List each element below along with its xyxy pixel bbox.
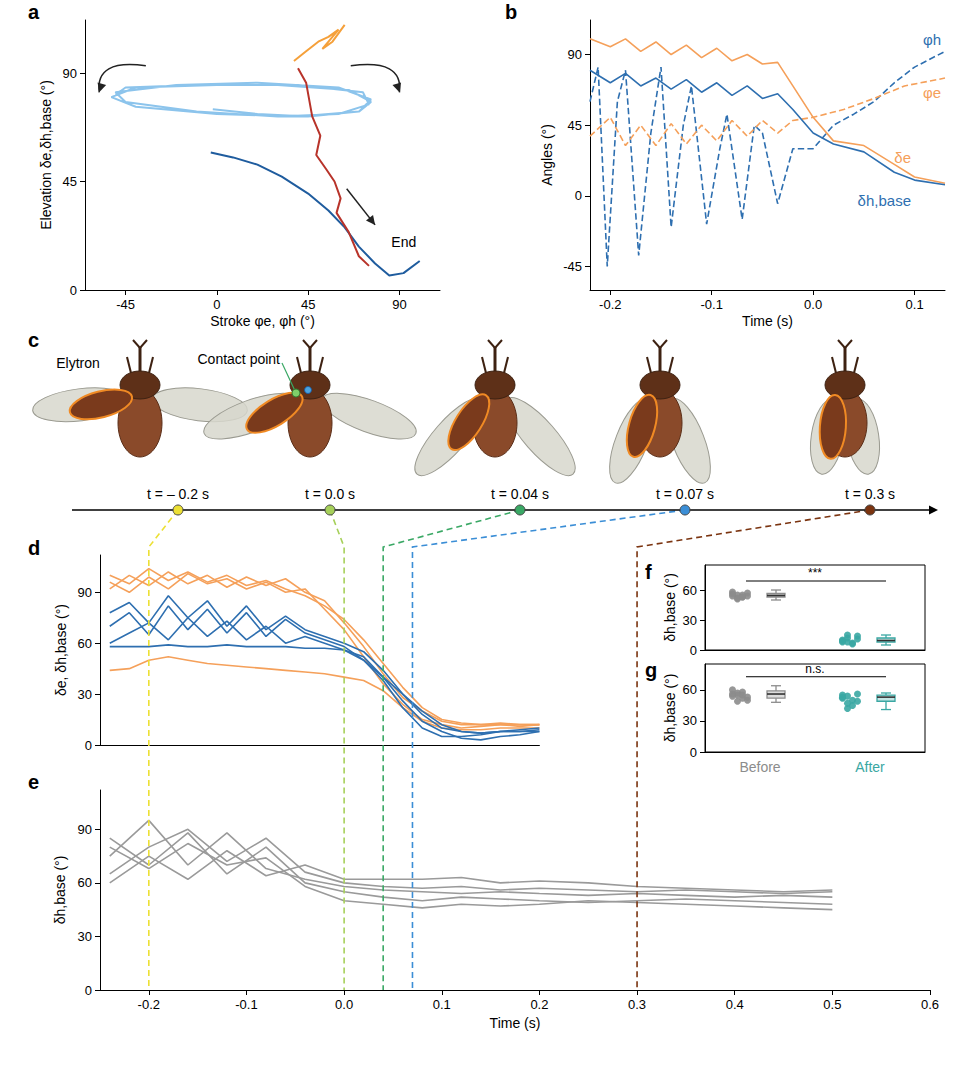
svg-text:0.2: 0.2 — [530, 997, 548, 1012]
svg-text:Elevation δe,δh,base (°): Elevation δe,δh,base (°) — [38, 80, 54, 230]
svg-text:0.6: 0.6 — [921, 997, 939, 1012]
svg-text:δh,base: δh,base — [858, 192, 911, 209]
svg-text:90: 90 — [568, 47, 582, 62]
svg-text:t = 0.04 s: t = 0.04 s — [491, 486, 549, 502]
svg-text:0.1: 0.1 — [906, 297, 924, 312]
svg-text:e: e — [28, 771, 39, 793]
svg-text:***: *** — [808, 566, 822, 580]
svg-text:Time (s): Time (s) — [490, 1015, 541, 1031]
svg-text:t = 0.07 s: t = 0.07 s — [656, 486, 714, 502]
svg-text:Before: Before — [739, 759, 780, 775]
svg-text:45: 45 — [63, 174, 77, 189]
svg-text:30: 30 — [78, 687, 92, 702]
svg-text:90: 90 — [63, 66, 77, 81]
svg-text:0: 0 — [690, 643, 697, 658]
svg-text:Contact point: Contact point — [198, 351, 281, 367]
svg-text:0.0: 0.0 — [335, 997, 353, 1012]
svg-text:δh,base (°): δh,base (°) — [662, 573, 678, 642]
svg-text:0.0: 0.0 — [804, 297, 822, 312]
svg-text:30: 30 — [683, 613, 697, 628]
svg-text:End: End — [391, 234, 416, 250]
svg-text:δh,base (°): δh,base (°) — [662, 674, 678, 743]
svg-text:0.5: 0.5 — [823, 997, 841, 1012]
svg-text:-45: -45 — [116, 297, 135, 312]
svg-text:0: 0 — [85, 983, 92, 998]
svg-text:60: 60 — [683, 682, 697, 697]
svg-text:90: 90 — [78, 585, 92, 600]
svg-text:0: 0 — [690, 745, 697, 760]
svg-text:δe: δe — [894, 149, 911, 166]
svg-text:45: 45 — [301, 297, 315, 312]
svg-text:δe, δh,base (°): δe, δh,base (°) — [53, 604, 69, 696]
svg-text:d: d — [28, 537, 40, 559]
svg-text:0: 0 — [213, 297, 220, 312]
svg-text:60: 60 — [683, 583, 697, 598]
svg-text:45: 45 — [568, 118, 582, 133]
svg-text:-0.2: -0.2 — [138, 997, 160, 1012]
svg-text:φh: φh — [923, 31, 941, 48]
svg-text:30: 30 — [683, 713, 697, 728]
svg-text:φe: φe — [923, 84, 941, 101]
svg-text:t = – 0.2 s: t = – 0.2 s — [147, 486, 209, 502]
svg-text:n.s.: n.s. — [805, 662, 824, 676]
svg-text:0.3: 0.3 — [628, 997, 646, 1012]
svg-text:60: 60 — [78, 636, 92, 651]
svg-text:After: After — [855, 759, 885, 775]
svg-text:Stroke φe, φh (°): Stroke φe, φh (°) — [210, 313, 315, 329]
svg-text:Time (s): Time (s) — [742, 313, 793, 329]
svg-text:a: a — [28, 1, 40, 23]
svg-text:f: f — [645, 561, 652, 583]
svg-text:0: 0 — [85, 738, 92, 753]
svg-text:0: 0 — [70, 283, 77, 298]
svg-text:0.1: 0.1 — [433, 997, 451, 1012]
svg-text:-0.2: -0.2 — [599, 297, 621, 312]
svg-text:b: b — [505, 1, 517, 23]
svg-text:c: c — [28, 329, 39, 351]
svg-text:90: 90 — [78, 822, 92, 837]
svg-text:0.4: 0.4 — [726, 997, 744, 1012]
svg-text:Angles (°): Angles (°) — [539, 124, 555, 186]
svg-text:t = 0.3 s: t = 0.3 s — [845, 486, 895, 502]
svg-text:t = 0.0 s: t = 0.0 s — [305, 486, 355, 502]
svg-text:30: 30 — [78, 929, 92, 944]
svg-text:g: g — [645, 659, 657, 681]
svg-text:0: 0 — [575, 188, 582, 203]
svg-text:-0.1: -0.1 — [701, 297, 723, 312]
svg-text:-45: -45 — [563, 259, 582, 274]
svg-text:Elytron: Elytron — [56, 355, 100, 371]
svg-text:60: 60 — [78, 875, 92, 890]
svg-text:δh,base (°): δh,base (°) — [52, 856, 68, 925]
svg-text:-0.1: -0.1 — [235, 997, 257, 1012]
svg-text:90: 90 — [392, 297, 406, 312]
